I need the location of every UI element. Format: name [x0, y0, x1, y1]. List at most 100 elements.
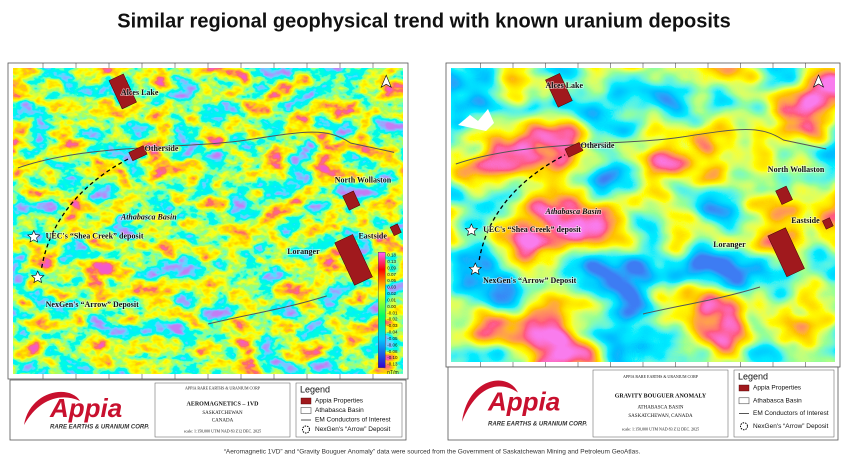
deposit-marker — [30, 270, 45, 284]
footer-note: “Aeromagnetic 1VD” and “Gravity Bouguer … — [224, 449, 641, 456]
map-label: UEC's “Shea Creek” deposit — [483, 225, 581, 234]
colorbar-label: 0.02 — [387, 291, 396, 296]
colorbar-label: -0.02 — [387, 317, 398, 322]
map-raster — [451, 68, 835, 362]
title-block-company: APPIA RARE EARTHS & URANIUM CORP — [185, 385, 261, 390]
title-block-line1: ATHABASCA BASIN — [638, 405, 684, 410]
slide-title: Similar regional geophysical trend with … — [117, 10, 730, 32]
title-block-company: APPIA RARE EARTHS & URANIUM CORP — [623, 374, 699, 379]
map-label: Eastside — [791, 216, 820, 225]
legend-item: NexGen's “Arrow” Deposit — [315, 426, 390, 433]
legend-item: Appia Properties — [315, 398, 364, 405]
logo-swoosh — [462, 380, 518, 422]
logo-name: Appia — [487, 386, 560, 416]
colorbar — [378, 251, 386, 368]
legend-swatch — [738, 397, 750, 405]
colorbar-label: 0.00 — [387, 304, 396, 309]
legend-title: Legend — [300, 384, 330, 394]
appia-property — [767, 227, 805, 278]
map-label: Otherside — [145, 144, 179, 153]
basin-outline — [17, 131, 395, 325]
em-trend — [41, 158, 130, 268]
appia-property — [545, 73, 573, 108]
colorbar-label: 0.05 — [387, 278, 396, 283]
legend-item: EM Conductors of Interest — [753, 410, 829, 417]
map-panel: Alces Lake Otherside North Wollaston Athaba… — [445, 62, 841, 441]
map-label: Eastside — [358, 231, 387, 240]
no-data-area — [458, 109, 494, 131]
appia-property — [822, 217, 834, 230]
appia-property — [128, 145, 148, 162]
north-arrow — [380, 74, 392, 88]
logo-name: Appia — [49, 393, 122, 423]
appia-property — [108, 73, 137, 110]
map-label: Otherside — [581, 141, 615, 150]
legend-item: Athabasca Basin — [315, 407, 364, 414]
north-arrow — [812, 74, 825, 88]
colorbar-label: -0.10 — [387, 355, 398, 360]
title-block — [592, 369, 729, 438]
appia-property — [342, 190, 361, 211]
legend-box — [733, 369, 835, 438]
map-label: Alces Lake — [121, 88, 159, 97]
colorbar-label: -0.04 — [387, 330, 398, 335]
map-label: UEC's “Shea Creek” deposit — [46, 231, 144, 240]
colorbar-label: -0.13 — [387, 362, 398, 367]
appia-property — [334, 234, 373, 286]
legend-item: NexGen's “Arrow” Deposit — [753, 423, 828, 430]
map-label: NexGen's “Arrow” Deposit — [483, 276, 577, 285]
map-label: North Wollaston — [768, 165, 825, 174]
deposit-marker — [468, 262, 483, 276]
appia-property — [389, 223, 402, 237]
legend-swatch — [738, 384, 750, 392]
legend-box — [295, 382, 403, 438]
colorbar-label: -0.01 — [387, 310, 398, 315]
legend-title: Legend — [738, 371, 768, 381]
em-trend — [478, 154, 566, 261]
legend-item: Athabasca Basin — [753, 397, 802, 404]
title-block-line2: CANADA — [212, 418, 234, 423]
appia-property — [775, 185, 793, 205]
title-block-scale: scale: 1:150,000 UTM NAD 83 Z12 DEC. 202… — [184, 429, 261, 435]
legend-item: EM Conductors of Interest — [315, 417, 391, 424]
title-block-line2: SASKATCHEWAN, CANADA — [628, 414, 693, 419]
legend-item: Appia Properties — [753, 385, 802, 392]
colorbar-label: -0.08 — [387, 349, 398, 354]
title-block-line1: SASKATCHEWAN — [202, 411, 243, 416]
colorbar-label: 0.03 — [387, 285, 396, 290]
deposit-marker — [464, 223, 479, 237]
colorbar-label: -0.03 — [387, 323, 398, 328]
title-block-name: AEROMAGNETICS – 1VD — [186, 401, 259, 407]
map-label: Loranger — [713, 240, 746, 249]
map-raster — [13, 68, 403, 374]
map-label: Loranger — [287, 247, 320, 256]
colorbar-unit: nT/m — [387, 370, 398, 376]
colorbar-label: 0.13 — [387, 259, 396, 264]
legend-swatch — [740, 422, 748, 431]
logo-tagline: RARE EARTHS & URANIUM CORP. — [50, 424, 149, 430]
colorbar-label: 0.07 — [387, 272, 396, 277]
map-label: Alces Lake — [546, 81, 584, 90]
colorbar-label: 0.01 — [387, 297, 396, 302]
deposit-marker — [27, 229, 41, 243]
colorbar-label: 0.18 — [387, 253, 396, 258]
basin-outline — [455, 129, 827, 315]
map-label: NexGen's “Arrow” Deposit — [46, 300, 140, 309]
colorbar-label: -0.05 — [387, 336, 398, 341]
appia-property — [564, 142, 584, 158]
legend-swatch — [300, 397, 312, 405]
legend-swatch — [300, 407, 312, 414]
title-block-scale: scale: 1:150,000 UTM NAD 83 Z12 DEC. 202… — [622, 427, 699, 433]
map-label: Athabasca Basin — [545, 207, 602, 216]
legend-swatch — [302, 425, 310, 434]
logo-swoosh — [24, 391, 80, 425]
map-label: Athabasca Basin — [120, 213, 177, 222]
title-block — [154, 382, 291, 438]
logo-tagline: RARE EARTHS & URANIUM CORP. — [488, 422, 587, 428]
title-block-name: GRAVITY BOUGUER ANOMALY — [615, 394, 707, 400]
map-panel: Alces Lake Otherside North Wollaston Athaba… — [7, 62, 409, 441]
colorbar-label: 0.09 — [387, 265, 396, 270]
colorbar-label: -0.06 — [387, 342, 398, 347]
